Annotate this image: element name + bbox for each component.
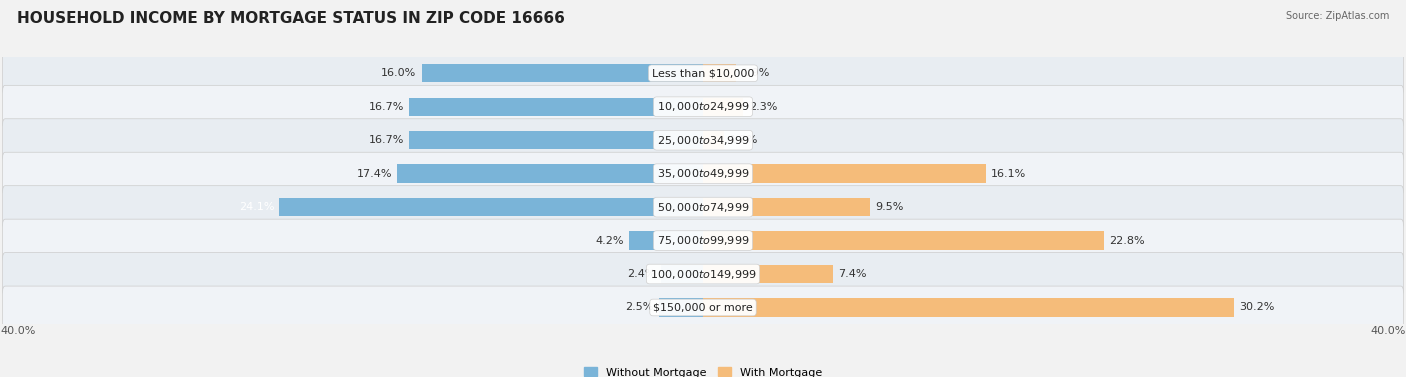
Text: 4.2%: 4.2% <box>595 236 624 245</box>
Text: $100,000 to $149,999: $100,000 to $149,999 <box>650 268 756 280</box>
Text: $10,000 to $24,999: $10,000 to $24,999 <box>657 100 749 113</box>
Text: 22.8%: 22.8% <box>1109 236 1144 245</box>
Text: 24.1%: 24.1% <box>239 202 274 212</box>
Bar <box>703 231 1104 250</box>
Text: 7.4%: 7.4% <box>838 269 868 279</box>
Text: HOUSEHOLD INCOME BY MORTGAGE STATUS IN ZIP CODE 16666: HOUSEHOLD INCOME BY MORTGAGE STATUS IN Z… <box>17 11 565 26</box>
Bar <box>409 131 703 149</box>
Bar <box>280 198 703 216</box>
Text: 9.5%: 9.5% <box>875 202 904 212</box>
Text: Source: ZipAtlas.com: Source: ZipAtlas.com <box>1285 11 1389 21</box>
FancyBboxPatch shape <box>3 152 1403 195</box>
Bar <box>659 298 703 317</box>
Text: 2.3%: 2.3% <box>748 102 778 112</box>
Bar <box>422 64 703 83</box>
Text: 30.2%: 30.2% <box>1239 302 1274 313</box>
Text: 1.9%: 1.9% <box>742 68 770 78</box>
Text: 40.0%: 40.0% <box>0 326 35 336</box>
FancyBboxPatch shape <box>3 52 1403 95</box>
FancyBboxPatch shape <box>3 85 1403 128</box>
Text: $75,000 to $99,999: $75,000 to $99,999 <box>657 234 749 247</box>
Text: 17.4%: 17.4% <box>357 169 392 179</box>
Text: 16.0%: 16.0% <box>381 68 416 78</box>
Bar <box>398 164 703 183</box>
FancyBboxPatch shape <box>3 219 1403 262</box>
Text: $25,000 to $34,999: $25,000 to $34,999 <box>657 134 749 147</box>
FancyBboxPatch shape <box>3 186 1403 228</box>
Text: 2.5%: 2.5% <box>626 302 654 313</box>
Bar <box>703 198 870 216</box>
Text: 16.7%: 16.7% <box>368 102 405 112</box>
Text: $35,000 to $49,999: $35,000 to $49,999 <box>657 167 749 180</box>
Bar <box>409 98 703 116</box>
FancyBboxPatch shape <box>3 286 1403 329</box>
Bar <box>703 64 737 83</box>
Text: 2.4%: 2.4% <box>627 269 655 279</box>
Text: 40.0%: 40.0% <box>1371 326 1406 336</box>
Text: $150,000 or more: $150,000 or more <box>654 302 752 313</box>
FancyBboxPatch shape <box>3 253 1403 296</box>
Text: Less than $10,000: Less than $10,000 <box>652 68 754 78</box>
Text: 16.7%: 16.7% <box>368 135 405 145</box>
Bar <box>703 98 744 116</box>
Bar <box>630 231 703 250</box>
Text: $50,000 to $74,999: $50,000 to $74,999 <box>657 201 749 214</box>
Bar <box>703 131 724 149</box>
Text: 16.1%: 16.1% <box>991 169 1026 179</box>
Bar <box>703 265 832 283</box>
Bar <box>661 265 703 283</box>
Legend: Without Mortgage, With Mortgage: Without Mortgage, With Mortgage <box>583 367 823 377</box>
Bar <box>703 298 1234 317</box>
FancyBboxPatch shape <box>3 119 1403 162</box>
Bar <box>703 164 986 183</box>
Text: 1.2%: 1.2% <box>730 135 758 145</box>
